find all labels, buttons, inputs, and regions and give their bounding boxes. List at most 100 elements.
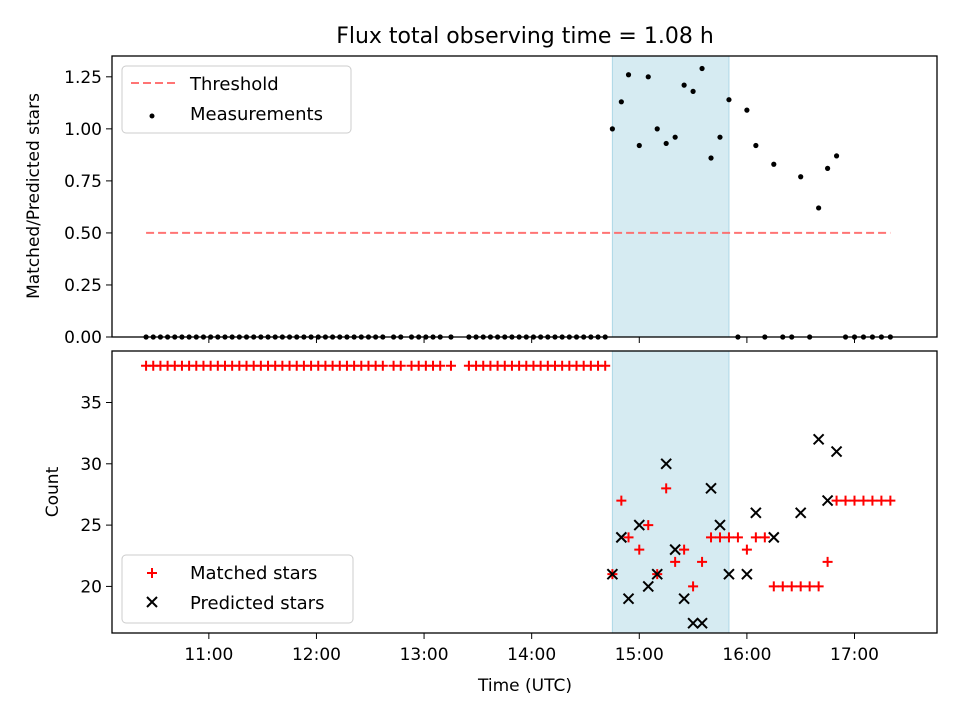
bottom-y-axis-label: Count: [43, 466, 63, 517]
bottom-y-tick-label: 30: [80, 455, 102, 475]
legend-measurements-label: Measurements: [190, 104, 323, 125]
bottom-y-tick-label: 35: [80, 393, 102, 413]
predicted-star-point: [750, 507, 762, 519]
legend-matched-label: Matched stars: [190, 563, 317, 584]
x-tick-label: 15:00: [615, 645, 664, 665]
predicted-star-point: [622, 592, 635, 605]
predicted-star-point: [687, 617, 699, 629]
x-tick-label: 16:00: [722, 645, 771, 665]
measurement-point: [645, 74, 651, 80]
measurement-point: [690, 88, 696, 94]
x-tick-label: 11:00: [184, 645, 233, 665]
matched-star-point: [377, 360, 388, 371]
bottom-y-tick-label: 20: [80, 577, 102, 597]
top-highlight-layer: [611, 55, 730, 338]
matched-star-point: [616, 495, 627, 506]
measurement-point: [753, 142, 759, 149]
legend-predicted-label: Predicted stars: [190, 593, 324, 614]
matched-star-point: [723, 532, 734, 543]
matched-star-point: [661, 483, 672, 494]
measurement-point: [618, 99, 624, 105]
predicted-star-point: [714, 519, 726, 531]
x-tick-label: 13:00: [400, 645, 449, 665]
matched-star-point: [813, 581, 824, 592]
measurement-point: [824, 165, 831, 171]
matched-star-point: [786, 581, 797, 592]
matched-star-point: [768, 581, 779, 592]
matched-star-point: [600, 360, 611, 371]
bottom-legend-box: [121, 554, 354, 624]
matched-star-point: [885, 495, 896, 506]
matched-star-point: [435, 360, 446, 371]
measurement-point: [744, 107, 750, 113]
matched-star-point: [643, 520, 654, 531]
bottom-y-tick-label: 25: [80, 516, 102, 536]
legend-threshold-label: Threshold: [189, 74, 279, 95]
measurement-point: [798, 174, 804, 180]
top-plot-frame: [111, 55, 938, 338]
legend-predicted-swatch: [146, 596, 158, 608]
matched-star-point: [688, 581, 699, 592]
predicted-star-point: [615, 531, 628, 544]
top-y-axis-label: Matched/Predicted stars: [24, 93, 44, 299]
top-y-tick-label: 0.75: [64, 172, 102, 192]
matched-star-point: [876, 495, 887, 506]
x-tick-label: 17:00: [830, 645, 879, 665]
measurement-point: [625, 72, 632, 78]
matched-star-point: [840, 495, 851, 506]
predicted-star-point: [669, 543, 681, 556]
matched-star-point: [750, 532, 761, 543]
measurement-point: [663, 140, 669, 147]
top-legend: Threshold Measurements: [121, 65, 352, 134]
top-observing-span: [611, 55, 730, 338]
x-tick-label: 12:00: [292, 645, 341, 665]
predicted-star-point: [794, 507, 807, 519]
bottom-observing-span: [611, 350, 730, 634]
predicted-star-point: [812, 433, 825, 445]
matched-star-point: [634, 544, 645, 555]
matched-star-point: [858, 495, 869, 506]
top-y-tick-label: 1.00: [64, 120, 102, 140]
measurement-point: [636, 142, 642, 149]
matched-star-point: [623, 532, 634, 543]
matched-star-point: [670, 556, 681, 567]
matched-star-point: [697, 556, 708, 567]
measurement-point: [681, 82, 687, 88]
measurement-point: [833, 153, 840, 159]
predicted-star-point: [642, 580, 654, 593]
top-y-tick-label: 0.50: [64, 224, 102, 244]
measurement-point: [672, 134, 678, 140]
matched-star-point: [741, 544, 752, 555]
top-panel: 0.00 0.25 0.50 0.75 1.00 1.25 Matched/Predict…: [24, 55, 938, 348]
matched-star-point: [777, 581, 788, 592]
predicted-star-point: [723, 568, 735, 580]
matched-star-point: [679, 544, 690, 555]
matched-star-point: [714, 532, 725, 543]
legend-matched-swatch: [147, 568, 157, 578]
predicted-star-point: [651, 568, 663, 580]
matched-star-point: [849, 495, 860, 506]
bottom-highlight-layer: [611, 350, 730, 634]
predicted-star-point: [768, 531, 780, 544]
bottom-tick-layer: 20 25 30 35 11:00 12:00 13:00 14:00 15:00 16:00 17…: [80, 393, 879, 665]
matched-star-point: [395, 360, 406, 371]
bottom-legend: Matched stars Predicted stars: [121, 554, 354, 624]
measurement-point: [816, 205, 822, 211]
predicted-star-point: [660, 458, 672, 470]
matched-star-point: [795, 581, 806, 592]
matched-star-point: [822, 556, 833, 567]
predicted-star-point: [830, 445, 843, 458]
matched-star-point: [831, 495, 842, 506]
measurement-point: [717, 134, 723, 140]
matched-star-point: [867, 495, 878, 506]
bottom-panel: 20 25 30 35 11:00 12:00 13:00 14:00 15:00 16:00 17…: [43, 350, 938, 696]
measurement-point: [771, 161, 777, 167]
measurement-point: [726, 97, 732, 103]
measurement-point: [609, 126, 615, 132]
predicted-star-point: [821, 494, 834, 507]
top-legend-box: [121, 65, 352, 134]
chart-title: Flux total observing time = 1.08 h: [336, 24, 714, 49]
measurement-point: [699, 65, 705, 72]
matched-star-point: [706, 532, 717, 543]
